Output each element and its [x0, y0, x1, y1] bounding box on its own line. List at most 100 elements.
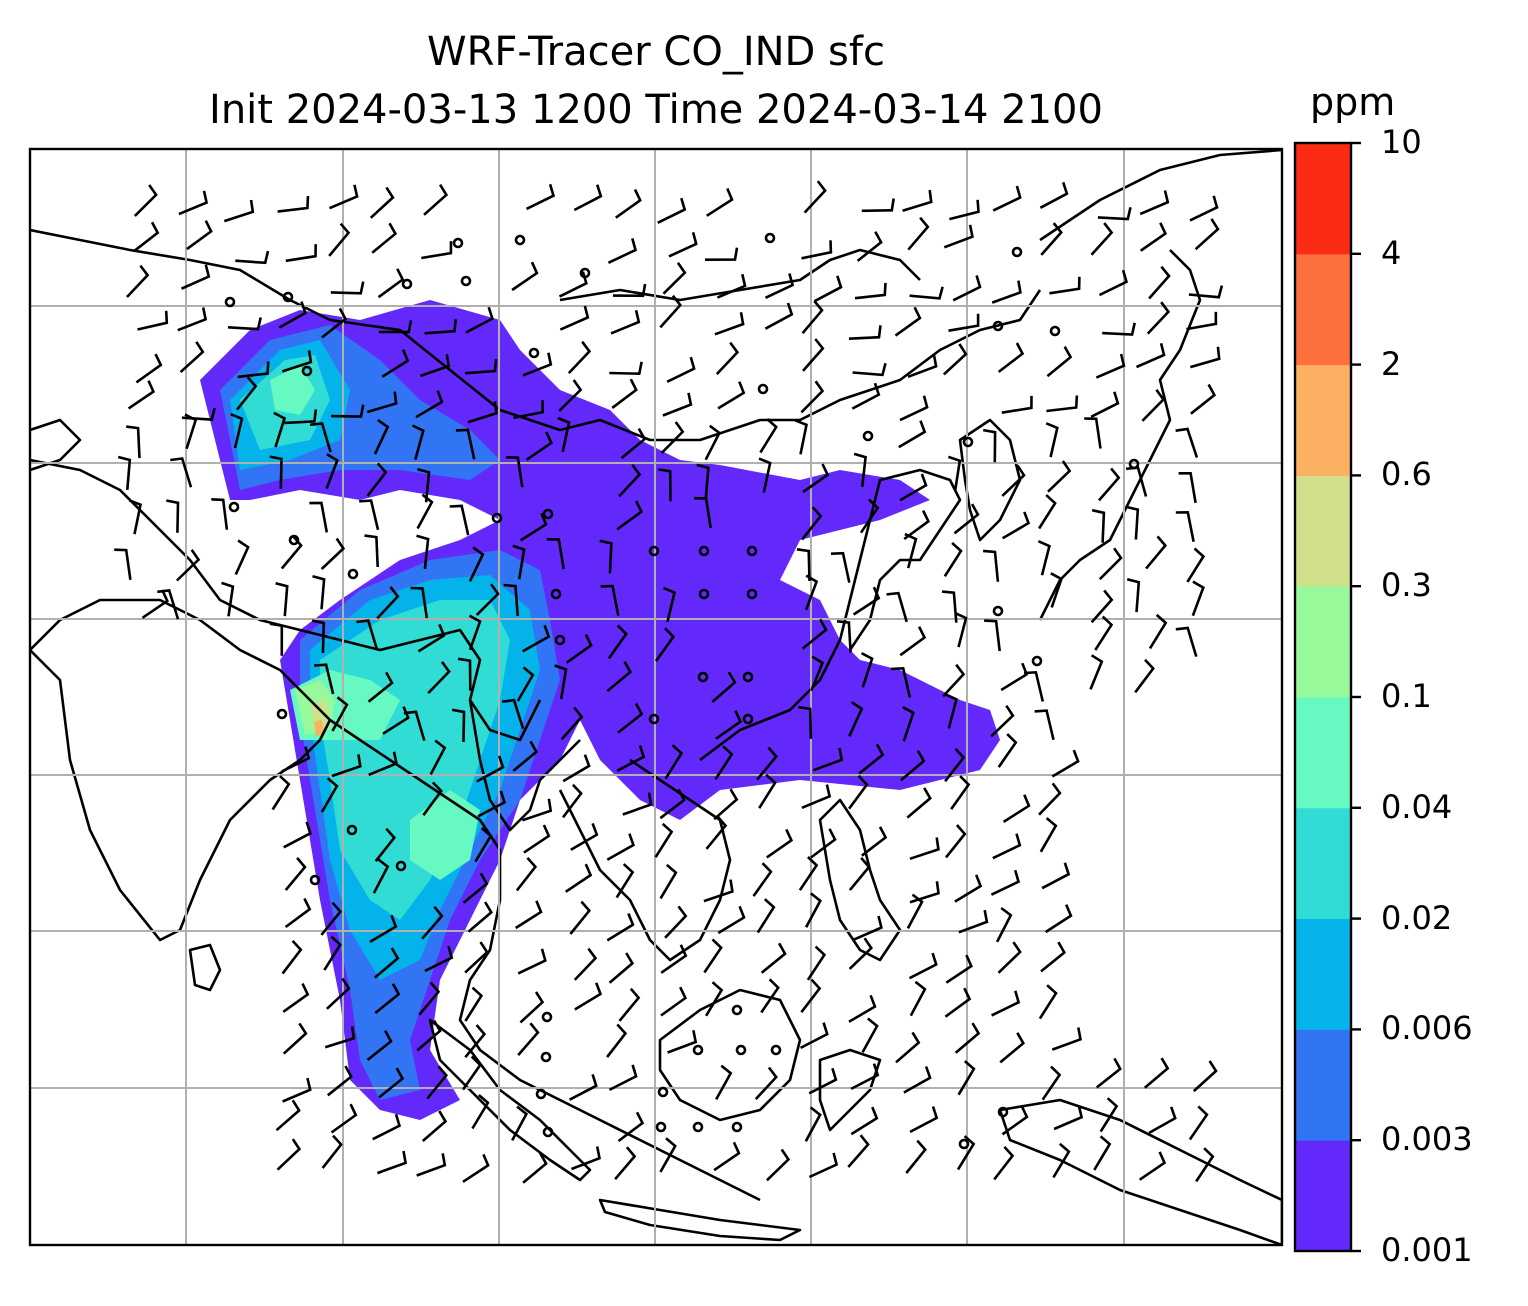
- wind-barb: [372, 858, 390, 894]
- colorbar-segment: [1295, 143, 1351, 255]
- wind-barb: [1045, 422, 1059, 458]
- wind-barb: [903, 1066, 932, 1094]
- wind-barb: [382, 706, 410, 735]
- border-central-asia: [30, 458, 301, 632]
- wind-barb: [794, 419, 808, 455]
- wind-barb: [516, 666, 535, 702]
- wind-barb: [377, 268, 405, 299]
- wind-barb: [223, 199, 255, 223]
- colorbar-tick-label: 0.006: [1381, 1009, 1473, 1048]
- wind-barb-calm: [542, 1126, 554, 1138]
- wind-barb: [429, 739, 447, 776]
- wind-barb: [126, 425, 141, 459]
- wind-barb: [945, 954, 973, 984]
- wind-barb: [512, 740, 539, 772]
- wind-barb: [908, 952, 938, 980]
- wind-barb: [909, 837, 940, 861]
- wind-barb: [330, 1103, 358, 1134]
- wind-barb: [186, 220, 213, 251]
- wind-barb: [237, 361, 270, 379]
- wind-barb: [464, 1024, 487, 1059]
- wind-barb: [519, 512, 548, 542]
- wind-barb: [573, 184, 603, 212]
- wind-barb: [320, 777, 339, 813]
- wind-barb: [860, 651, 874, 688]
- wind-barb: [467, 901, 493, 933]
- wind-barb: [852, 362, 887, 377]
- wind-barb: [211, 498, 229, 530]
- wind-barb-calm: [997, 1106, 1009, 1118]
- wind-barb: [1188, 285, 1224, 299]
- wind-barb: [607, 624, 628, 660]
- wind-barb-calm: [757, 383, 769, 395]
- wind-barb: [1102, 322, 1136, 336]
- wind-barb: [512, 544, 526, 580]
- colorbar-segment: [1295, 475, 1351, 587]
- wind-barb: [281, 350, 313, 373]
- wind-barb: [654, 822, 674, 858]
- wind-barb: [694, 496, 712, 529]
- border-mongolia-north: [559, 248, 921, 302]
- wind-barb: [324, 1026, 356, 1049]
- wind-barb: [177, 307, 208, 332]
- wind-barb-calm: [276, 708, 288, 720]
- wind-barb: [808, 1152, 839, 1179]
- wind-barb: [117, 455, 132, 491]
- wind-barb: [1001, 1105, 1029, 1136]
- wind-barb: [471, 1094, 490, 1130]
- wind-barb: [376, 586, 400, 620]
- wind-barb: [521, 798, 553, 822]
- wind-barb: [170, 457, 193, 488]
- wind-barb: [944, 747, 966, 783]
- colorbar-unit-label: ppm: [1310, 80, 1396, 124]
- wind-barb: [284, 897, 312, 929]
- wind-barb: [606, 1023, 628, 1058]
- wind-barb: [359, 499, 380, 531]
- wind-barb: [157, 588, 180, 620]
- wind-barb: [756, 746, 778, 781]
- colorbar-tick-label: 0.02: [1381, 898, 1453, 937]
- colorbar-segment: [1295, 586, 1351, 698]
- wind-barb: [848, 994, 877, 1023]
- wind-barb: [475, 583, 500, 617]
- wind-barb: [804, 892, 822, 928]
- wind-barb: [1099, 1097, 1119, 1133]
- wind-barb: [904, 532, 918, 569]
- map-title-line2: Init 2024-03-13 1200 Time 2024-03-14 210…: [209, 87, 1103, 133]
- wind-barb: [464, 986, 484, 1022]
- wind-barb: [668, 231, 698, 258]
- wind-barb: [1095, 1057, 1122, 1089]
- wind-barb-calm: [648, 713, 660, 725]
- wind-barb: [997, 342, 1025, 373]
- wind-barb: [321, 307, 348, 339]
- wind-barb: [501, 698, 525, 730]
- wind-barb-calm: [224, 296, 236, 308]
- tracer-field: [200, 300, 1000, 1120]
- wind-barb: [457, 657, 472, 691]
- wind-barb: [606, 833, 635, 861]
- wind-barb: [1186, 547, 1206, 583]
- wind-barb: [902, 189, 933, 213]
- wind-barb-calm: [1031, 655, 1043, 667]
- wind-barb-calm: [1011, 246, 1023, 258]
- wind-barb: [715, 1064, 733, 1101]
- wind-barb: [515, 857, 538, 892]
- colorbar-segment: [1295, 1029, 1351, 1141]
- wind-barb: [764, 302, 794, 330]
- wind-barb: [1037, 540, 1051, 576]
- wind-barb: [848, 701, 864, 737]
- wind-barb: [328, 184, 359, 210]
- wind-barb: [982, 428, 997, 463]
- wind-barb: [830, 551, 851, 583]
- wind-barb: [331, 754, 362, 778]
- wind-barb: [760, 978, 780, 1014]
- wind-barb: [801, 784, 832, 810]
- wind-barb: [796, 548, 811, 582]
- wind-barb-calm: [655, 1121, 667, 1133]
- wind-barb: [523, 824, 551, 854]
- wind-barb: [990, 704, 1015, 738]
- wind-barb: [754, 1066, 778, 1100]
- wind-barb-calm: [491, 512, 503, 524]
- wind-barb: [991, 280, 1022, 304]
- wind-barb: [330, 281, 365, 295]
